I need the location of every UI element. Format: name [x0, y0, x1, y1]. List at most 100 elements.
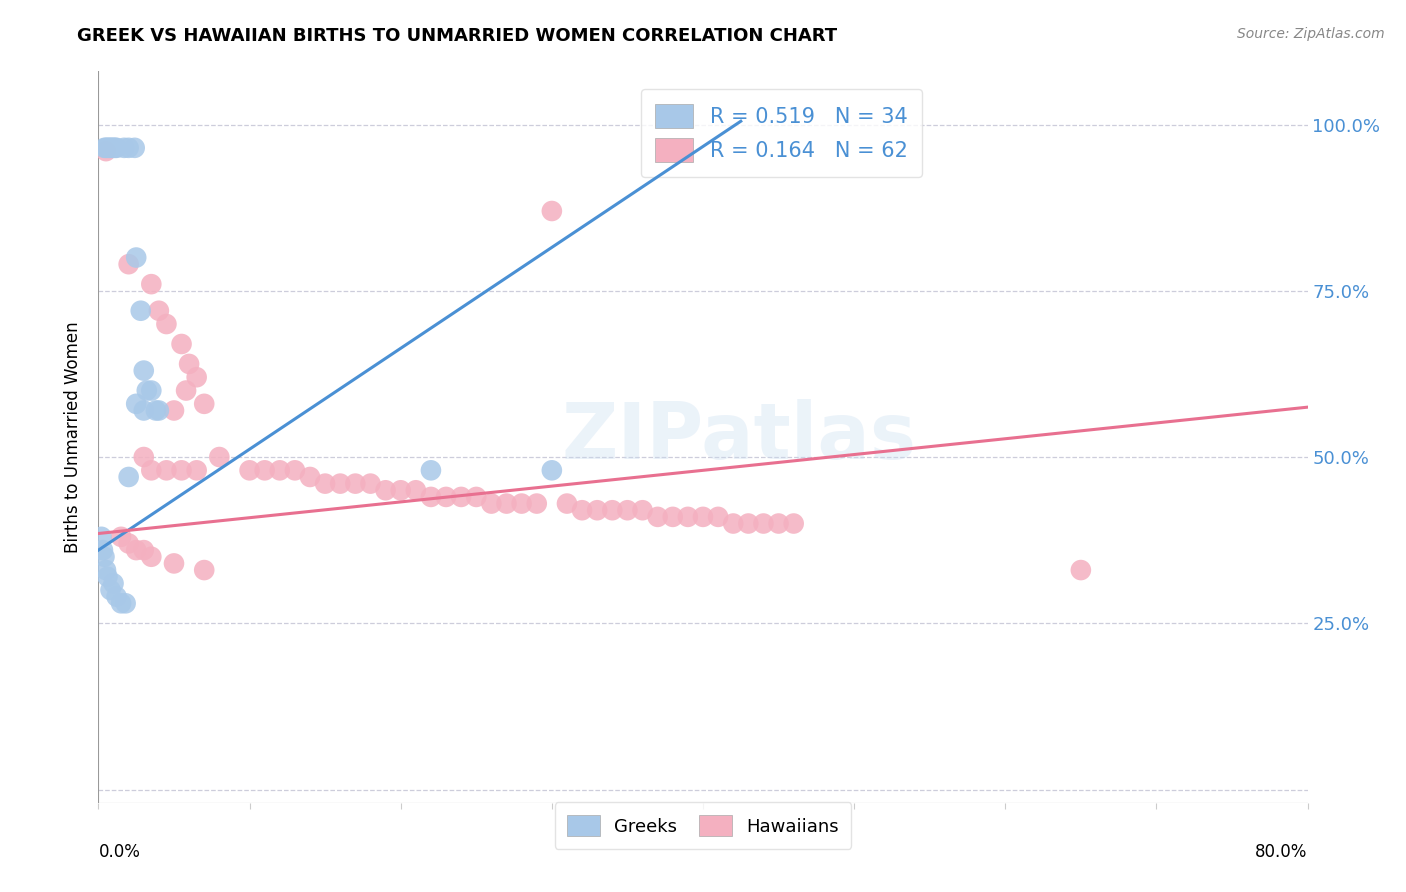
Point — [103, 576, 125, 591]
Point — [208, 450, 231, 464]
Point — [723, 516, 745, 531]
Point — [555, 497, 578, 511]
Point — [616, 503, 638, 517]
Point — [155, 463, 177, 477]
Point — [105, 141, 128, 155]
Point — [193, 397, 215, 411]
Point — [1070, 563, 1092, 577]
Legend: Greeks, Hawaiians: Greeks, Hawaiians — [555, 803, 851, 848]
Point — [186, 463, 208, 477]
Text: 80.0%: 80.0% — [1256, 843, 1308, 861]
Text: 0.0%: 0.0% — [98, 843, 141, 861]
Point — [434, 490, 457, 504]
Point — [495, 497, 517, 511]
Text: GREEK VS HAWAIIAN BIRTHS TO UNMARRIED WOMEN CORRELATION CHART: GREEK VS HAWAIIAN BIRTHS TO UNMARRIED WO… — [77, 27, 838, 45]
Point — [239, 463, 262, 477]
Point — [132, 543, 155, 558]
Point — [148, 403, 170, 417]
Point — [100, 582, 122, 597]
Point — [125, 397, 148, 411]
Point — [631, 503, 654, 517]
Point — [101, 141, 124, 155]
Point — [155, 317, 177, 331]
Point — [118, 536, 141, 550]
Point — [112, 141, 135, 155]
Point — [284, 463, 307, 477]
Point — [110, 596, 132, 610]
Point — [118, 470, 141, 484]
Point — [314, 476, 336, 491]
Point — [103, 141, 125, 155]
Point — [170, 463, 193, 477]
Point — [450, 490, 472, 504]
Point — [132, 450, 155, 464]
Point — [90, 530, 112, 544]
Point — [91, 543, 114, 558]
Point — [269, 463, 291, 477]
Point — [93, 141, 115, 155]
Point — [586, 503, 609, 517]
Point — [141, 277, 163, 292]
Point — [118, 257, 141, 271]
Point — [145, 403, 167, 417]
Point — [661, 509, 683, 524]
Point — [163, 557, 186, 571]
Point — [179, 357, 201, 371]
Point — [125, 543, 148, 558]
Point — [329, 476, 352, 491]
Point — [481, 497, 503, 511]
Point — [602, 503, 624, 517]
Point — [125, 251, 148, 265]
Point — [148, 303, 170, 318]
Point — [104, 141, 127, 155]
Point — [186, 370, 208, 384]
Point — [114, 596, 136, 610]
Point — [253, 463, 276, 477]
Point — [737, 516, 759, 531]
Point — [465, 490, 488, 504]
Point — [118, 141, 141, 155]
Point — [98, 141, 121, 155]
Point — [752, 516, 775, 531]
Point — [420, 463, 443, 477]
Point — [93, 549, 115, 564]
Point — [676, 509, 699, 524]
Point — [132, 403, 155, 417]
Point — [768, 516, 790, 531]
Point — [105, 590, 128, 604]
Point — [174, 384, 197, 398]
Point — [405, 483, 427, 498]
Point — [540, 463, 562, 477]
Point — [389, 483, 412, 498]
Point — [360, 476, 382, 491]
Point — [344, 476, 367, 491]
Point — [132, 363, 155, 377]
Point — [141, 463, 163, 477]
Point — [692, 509, 714, 524]
Text: ZIPatlas: ZIPatlas — [562, 399, 917, 475]
Point — [163, 403, 186, 417]
Point — [96, 141, 118, 155]
Point — [170, 337, 193, 351]
Point — [783, 516, 806, 531]
Point — [124, 141, 146, 155]
Y-axis label: Births to Unmarried Women: Births to Unmarried Women — [65, 321, 83, 553]
Point — [299, 470, 322, 484]
Point — [135, 384, 157, 398]
Point — [94, 141, 117, 155]
Point — [571, 503, 593, 517]
Point — [526, 497, 548, 511]
Point — [129, 303, 152, 318]
Point — [510, 497, 533, 511]
Point — [193, 563, 215, 577]
Point — [94, 563, 117, 577]
Point — [540, 204, 562, 219]
Point — [94, 144, 117, 158]
Point — [420, 490, 443, 504]
Point — [96, 570, 118, 584]
Point — [110, 530, 132, 544]
Point — [647, 509, 669, 524]
Point — [374, 483, 396, 498]
Point — [707, 509, 730, 524]
Point — [141, 549, 163, 564]
